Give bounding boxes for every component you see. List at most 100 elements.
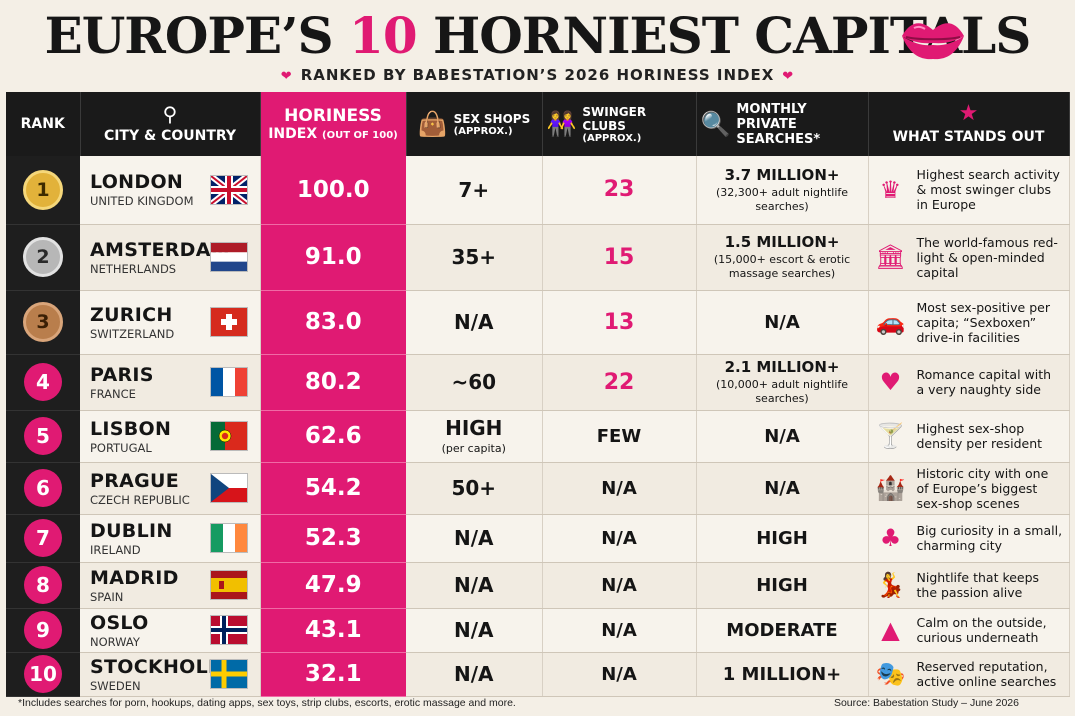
- index-cell: 54.2: [260, 462, 406, 515]
- swinger-clubs-cell: N/A: [542, 462, 697, 515]
- sex-shops-cell: N/A: [406, 290, 543, 355]
- city-cell: PRAGUE CZECH REPUBLIC: [80, 462, 261, 515]
- table-row: 4 PARIS FRANCE 80.2 ~60 22 2.1 MILLION+ (…: [6, 354, 1070, 411]
- header-searches-main: MONTHLY PRIVATE: [736, 101, 807, 132]
- searches-cell: N/A: [696, 462, 869, 515]
- stands-out-cell: 🏰 Historic city with one of Europe’s big…: [868, 462, 1070, 515]
- sex-shops-value: N/A: [453, 573, 494, 597]
- sex-shops-value: ~60: [451, 370, 497, 394]
- index-cell: 83.0: [260, 290, 406, 355]
- sex-shops-value: 35+: [451, 245, 497, 269]
- searches-cell: N/A: [696, 410, 869, 463]
- rank-cell: 2: [6, 224, 80, 291]
- building-icon: 🏛: [875, 243, 906, 271]
- stands-out-text: The world-famous red-light & open-minded…: [916, 234, 1058, 280]
- rank-medal: 2: [23, 237, 63, 277]
- city-cell: DUBLIN IRELAND: [80, 514, 261, 563]
- swinger-clubs-cell: N/A: [542, 652, 697, 697]
- header-row: RANK ⚲ CITY & COUNTRY HORINESS INDEX (OU…: [6, 92, 1070, 156]
- swinger-clubs-cell: 13: [542, 290, 697, 355]
- searches-value: 2.1 MILLION+: [724, 358, 840, 376]
- country-name: FRANCE: [90, 386, 136, 401]
- city-name: STOCKHOLM: [90, 655, 228, 678]
- index-cell: 100.0: [260, 156, 406, 225]
- sex-shops-value: N/A: [453, 662, 494, 686]
- country-name: SWITZERLAND: [90, 326, 175, 341]
- rank-cell: 6: [6, 462, 80, 515]
- searches-cell: HIGH: [696, 562, 869, 609]
- table-row: 5 LISBON PORTUGAL 62.6 HIGH (per capita) …: [6, 410, 1070, 463]
- sex-shops-cell: N/A: [406, 562, 543, 609]
- header-index-sub-a: INDEX: [268, 126, 318, 142]
- header-searches-sub: SEARCHES*: [736, 131, 821, 147]
- header-clubs-main: SWINGER CLUBS: [582, 104, 647, 133]
- country-name: SWEDEN: [90, 678, 141, 693]
- city-name: OSLO: [90, 611, 149, 634]
- country-name: UNITED KINGDOM: [90, 194, 194, 209]
- ch-flag-icon: [209, 307, 248, 337]
- sex-shops-note: (per capita): [441, 442, 506, 455]
- stands-out-text: Nightlife that keeps the passion alive: [916, 570, 1040, 600]
- searches-value: 3.7 MILLION+: [724, 165, 840, 184]
- table-row: 2 AMSTERDAM NETHERLANDS 91.0 35+ 15 1.5 …: [6, 224, 1070, 291]
- source-note: Source: Babestation Study – June 2026: [833, 697, 1019, 709]
- city-cell: LISBON PORTUGAL: [80, 410, 261, 463]
- footnote: *Includes searches for porn, hookups, da…: [18, 697, 516, 709]
- shopping-bag-icon: 👜: [417, 110, 448, 138]
- subtitle: ❤ RANKED BY BABESTATION’S 2026 HORINESS I…: [0, 66, 1075, 84]
- index-cell: 62.6: [260, 410, 406, 463]
- city-name: LONDON: [90, 171, 184, 194]
- city-cell: LONDON UNITED KINGDOM: [80, 156, 261, 225]
- sex-shops-cell: N/A: [406, 514, 543, 563]
- city-cell: ZURICH SWITZERLAND: [80, 290, 261, 355]
- city-name: PARIS: [90, 363, 154, 386]
- header-shops-main: SEX SHOPS: [453, 111, 531, 126]
- sex-shops-cell: 35+: [406, 224, 543, 291]
- index-cell: 52.3: [260, 514, 406, 563]
- city-cell: STOCKHOLM SWEDEN: [80, 652, 261, 697]
- cz-flag-icon: [209, 473, 248, 503]
- stands-out-text: Romance capital with a very naughty side: [916, 367, 1052, 397]
- stands-out-text: Calm on the outside, curious underneath: [916, 615, 1047, 645]
- rank-cell: 7: [6, 514, 80, 563]
- stands-out-cell: ♣ Big curiosity in a small, charming cit…: [868, 514, 1070, 563]
- searches-value: N/A: [764, 477, 800, 499]
- header-shops-sub: (APPROX.): [453, 125, 513, 137]
- sex-shops-value: 50+: [451, 476, 497, 500]
- searches-cell: 2.1 MILLION+ (10,000+ adult nightlife sea…: [696, 354, 869, 411]
- sex-shops-value: N/A: [453, 618, 494, 642]
- stands-out-text: Big curiosity in a small, charming city: [916, 523, 1063, 553]
- lips-icon: [902, 23, 964, 60]
- header-city-label: CITY & COUNTRY: [103, 128, 237, 144]
- nl-flag-icon: [209, 242, 248, 272]
- stands-out-cell: 🏛 The world-famous red-light & open-mind…: [868, 224, 1070, 291]
- searches-note: (10,000+ adult nightlife searches): [715, 378, 849, 405]
- searches-cell: HIGH: [696, 514, 869, 563]
- stands-out-cell: 🍸 Highest sex-shop density per resident: [868, 410, 1070, 463]
- rank-cell: 10: [6, 652, 80, 697]
- stands-out-cell: 🚗 Most sex-positive per capita; “Sexboxe…: [868, 290, 1070, 355]
- city-name: DUBLIN: [90, 519, 173, 542]
- searches-cell: 1 MILLION+: [696, 652, 869, 697]
- searches-cell: MODERATE: [696, 608, 869, 653]
- dancers-icon: 💃: [875, 571, 906, 599]
- ranking-table: RANK ⚲ CITY & COUNTRY HORINESS INDEX (OU…: [6, 92, 1070, 697]
- swinger-clubs-cell: 23: [542, 156, 697, 225]
- rank-cell: 8: [6, 562, 80, 609]
- searches-value: MODERATE: [726, 619, 838, 641]
- rank-cell: 4: [6, 354, 80, 411]
- searches-value: N/A: [764, 425, 800, 447]
- index-cell: 32.1: [260, 652, 406, 697]
- swinger-clubs-cell: FEW: [542, 410, 697, 463]
- rank-medal: 6: [24, 469, 62, 507]
- cocktail-icon: 🍸: [875, 422, 906, 450]
- country-name: CZECH REPUBLIC: [90, 492, 190, 507]
- city-name: MADRID: [90, 566, 179, 589]
- fr-flag-icon: [209, 367, 248, 397]
- sex-shops-cell: N/A: [406, 652, 543, 697]
- rank-medal: 4: [24, 363, 62, 401]
- rank-cell: 1: [6, 156, 80, 225]
- swinger-clubs-cell: 22: [542, 354, 697, 411]
- country-name: NORWAY: [90, 634, 140, 649]
